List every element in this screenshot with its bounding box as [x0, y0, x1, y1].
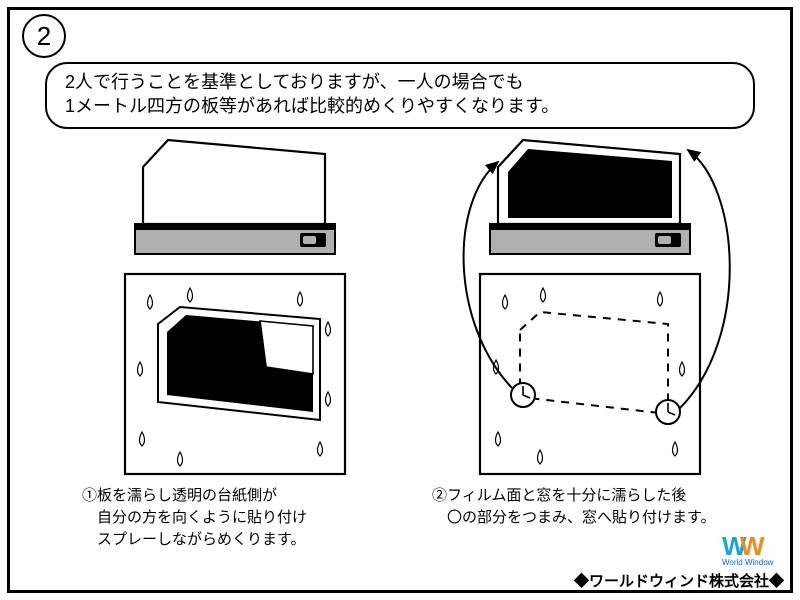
instruction-note: 2人で行うことを基準としておりますが、一人の場合でも 1メートル四方の板等があれ… [45, 62, 755, 129]
caption-right: ②フィルム面と窓を十分に濡らした後 〇の部分をつまみ、窓へ貼り付けます。 [420, 485, 750, 529]
footer: W W World Window ◆ワールドウィンド株式会社◆ [574, 533, 784, 591]
car-window-left [135, 140, 335, 254]
diagram-left [70, 132, 400, 477]
car-window-right [490, 140, 690, 254]
note-line-1: 2人で行うことを基準としておりますが、一人の場合でも [65, 70, 735, 94]
caption-left: ①板を濡らし透明の台紙側が 自分の方を向くように貼り付け スプレーしながらめくり… [70, 485, 400, 550]
svg-text:World Window: World Window [722, 558, 774, 567]
panel-left: ①板を濡らし透明の台紙側が 自分の方を向くように貼り付け スプレーしながらめくり… [70, 132, 400, 550]
svg-text:W: W [740, 533, 765, 561]
note-line-2: 1メートル四方の板等があれば比較的めくりやすくなります。 [65, 94, 735, 118]
logo-icon: W W World Window [722, 533, 784, 567]
diagram-right [420, 132, 760, 477]
step-number-badge: 2 [22, 14, 66, 58]
panel-right: ②フィルム面と窓を十分に濡らした後 〇の部分をつまみ、窓へ貼り付けます。 [420, 132, 750, 529]
board-right [480, 274, 700, 474]
step-number: 2 [37, 21, 51, 52]
company-name: ◆ワールドウィンド株式会社◆ [574, 570, 784, 591]
board-left [125, 274, 345, 474]
